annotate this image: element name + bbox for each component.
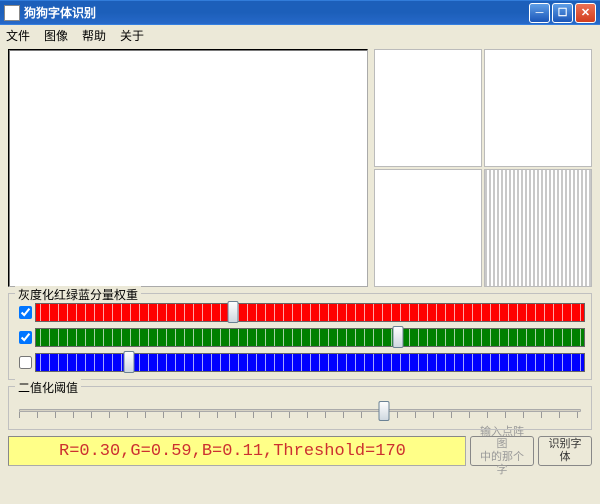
- threshold-thumb[interactable]: [379, 401, 390, 421]
- preview-cell-2: [484, 49, 592, 167]
- slider-row-b: [15, 351, 585, 373]
- threshold-legend: 二值化阈值: [15, 379, 81, 396]
- maximize-button[interactable]: ☐: [552, 3, 573, 23]
- menubar: 文件 图像 帮助 关于: [0, 25, 600, 45]
- slider-row-g: [15, 326, 585, 348]
- threshold-slider[interactable]: [19, 398, 581, 423]
- slider-row-r: [15, 301, 585, 323]
- checkbox-r[interactable]: [19, 306, 32, 319]
- slider-track-r[interactable]: [35, 303, 585, 322]
- slider-thumb-r[interactable]: [228, 301, 239, 323]
- status-bar: R=0.30,G=0.59,B=0.11,Threshold=170: [8, 436, 466, 466]
- recognize-button[interactable]: 识别字体: [538, 436, 592, 466]
- threshold-group: 二值化阈值: [8, 386, 592, 430]
- menu-help[interactable]: 帮助: [82, 27, 106, 44]
- close-button[interactable]: ✕: [575, 3, 596, 23]
- menu-about[interactable]: 关于: [120, 27, 144, 44]
- ticks-g: [36, 329, 584, 346]
- status-text: R=0.30,G=0.59,B=0.11,Threshold=170: [59, 442, 406, 461]
- preview-cell-1: [374, 49, 482, 167]
- preview-grid: [374, 49, 592, 287]
- main-preview-panel: [8, 49, 368, 287]
- titlebar: 狗狗字体识别 ─ ☐ ✕: [0, 0, 600, 25]
- preview-cell-4: [484, 169, 592, 287]
- slider-track-g[interactable]: [35, 328, 585, 347]
- slider-track-b[interactable]: [35, 353, 585, 372]
- hint-button[interactable]: 输入点阵图 中的那个字: [470, 436, 534, 466]
- rgb-weights-legend: 灰度化红绿蓝分量权重: [15, 286, 141, 303]
- preview-cell-3: [374, 169, 482, 287]
- checkbox-g[interactable]: [19, 331, 32, 344]
- slider-thumb-g[interactable]: [392, 326, 403, 348]
- checkbox-b[interactable]: [19, 356, 32, 369]
- minimize-button[interactable]: ─: [529, 3, 550, 23]
- menu-image[interactable]: 图像: [44, 27, 68, 44]
- menu-file[interactable]: 文件: [6, 27, 30, 44]
- app-icon: [4, 5, 20, 21]
- ticks-r: [36, 304, 584, 321]
- threshold-ticks: [19, 412, 581, 418]
- rgb-weights-group: 灰度化红绿蓝分量权重: [8, 293, 592, 380]
- ticks-b: [36, 354, 584, 371]
- window-title: 狗狗字体识别: [24, 4, 529, 21]
- slider-thumb-b[interactable]: [124, 351, 135, 373]
